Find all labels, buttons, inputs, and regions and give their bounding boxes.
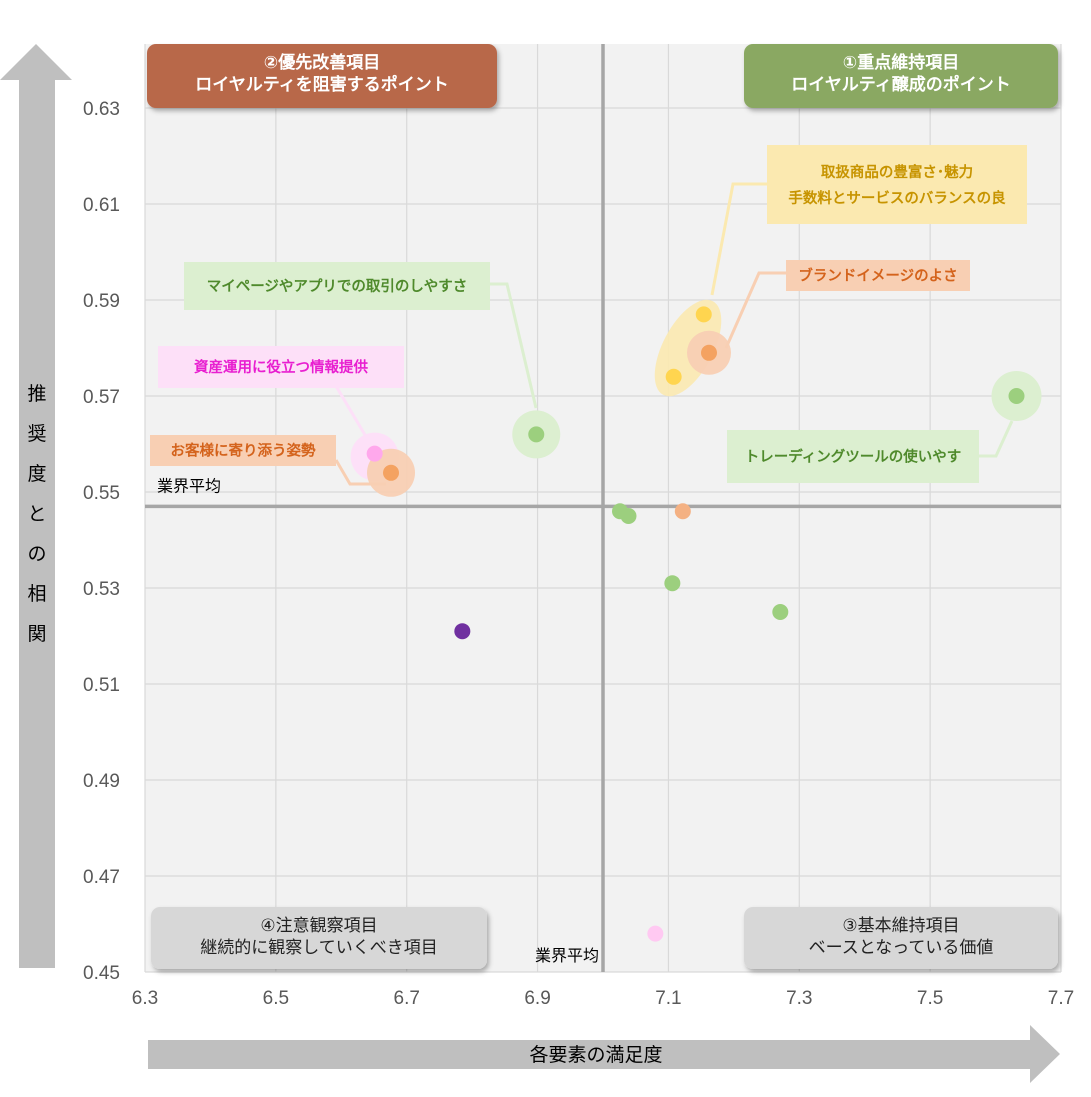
callout-3-leader <box>334 385 370 441</box>
callout-0-line2: 手数料とサービスのバランスの良 <box>788 189 1006 207</box>
y-tick-label-5: 0.53 <box>83 579 120 600</box>
y-tick-label-1: 0.61 <box>83 195 120 216</box>
quadrant-q1-subtitle: ロイヤルティ醸成のポイント <box>791 74 1010 95</box>
y-axis-title-char-3: と <box>27 503 46 525</box>
y-tick-label-3: 0.57 <box>83 387 120 408</box>
callout-3-text: 資産運用に役立つ情報提供 <box>194 358 368 376</box>
x-tick-label-0: 6.3 <box>132 988 158 1009</box>
callout-1-box <box>786 260 970 291</box>
callout-0-line1: 取扱商品の豊富さ･魅力 <box>821 163 973 181</box>
data-point-9 <box>674 503 691 520</box>
y-axis-title-char-4: の <box>27 543 46 565</box>
data-points <box>366 306 1025 942</box>
data-point-0 <box>695 306 712 323</box>
tick-labels: 6.3 6.5 6.7 6.9 7.1 7.3 7.5 7.7 0.63 0.61 0.59 0.57… <box>83 99 1074 1009</box>
callout-4-text: お客様に寄り添う姿勢 <box>171 442 316 460</box>
callout-4-box <box>150 435 336 466</box>
x-tick-label-3: 6.9 <box>524 988 550 1009</box>
data-point-8 <box>620 508 637 524</box>
x-tick-label-6: 7.5 <box>917 988 943 1009</box>
quadrant-q4-title: ④注意観察項目 <box>260 916 377 936</box>
x-tick-label-7: 7.7 <box>1048 988 1074 1009</box>
y-axis-title-char-5: 相 <box>27 583 46 605</box>
y-axis-arrow <box>0 44 72 968</box>
x-tick-label-1: 6.5 <box>263 988 289 1009</box>
data-point-1 <box>665 368 682 385</box>
quadrant-q1-box <box>744 44 1058 108</box>
x-axis-arrow <box>148 1025 1060 1083</box>
quadrant-q2-subtitle: ロイヤルティを阻害するポイント <box>195 74 448 95</box>
y-tick-label-0: 0.63 <box>83 99 120 120</box>
callout-0-box <box>767 145 1027 224</box>
callouts: 取扱商品の豊富さ･魅力手数料とサービスのバランスの良ブランドイメージのよさマイペ… <box>150 145 1027 486</box>
callout-4: お客様に寄り添う姿勢 <box>150 435 386 486</box>
x-tick-label-2: 6.7 <box>394 988 420 1009</box>
x-tick-label-5: 7.3 <box>786 988 812 1009</box>
callout-5-box <box>727 430 979 483</box>
y-tick-label-7: 0.49 <box>83 771 120 792</box>
x-average-label: 業界平均 <box>535 946 599 965</box>
x-axis-title: 各要素の満足度 <box>529 1044 662 1066</box>
callout-1-text: ブランドイメージのよさ <box>798 267 957 285</box>
y-axis-title-char-1: 奨 <box>27 423 46 445</box>
y-tick-label-9: 0.45 <box>83 963 120 984</box>
x-tick-label-4: 7.1 <box>655 988 681 1009</box>
callout-3-box <box>158 346 404 388</box>
callout-5-leader <box>979 420 1014 458</box>
data-point-5 <box>366 445 383 462</box>
quadrant-q2-box <box>147 44 497 108</box>
callout-2: マイページやアプリでの取引のしやすさ <box>184 262 538 409</box>
quadrant-q4-subtitle: 継続的に観察していくべき項目 <box>200 938 438 958</box>
data-point-13 <box>647 925 664 942</box>
callout-2-text: マイページやアプリでの取引のしやすさ <box>207 278 468 295</box>
callout-5: トレーディングツールの使いやす <box>727 420 1014 483</box>
callout-2-leader <box>490 282 538 409</box>
y-tick-label-4: 0.55 <box>83 483 120 504</box>
callout-3: 資産運用に役立つ情報提供 <box>158 346 404 441</box>
quadrant-q2-title: ②優先改善項目 <box>264 52 380 73</box>
quadrant-q4-box <box>151 907 487 969</box>
y-tick-label-8: 0.47 <box>83 867 120 888</box>
quadrant-q3-subtitle: ベースとなっている価値 <box>809 938 994 958</box>
data-point-3 <box>528 426 545 443</box>
callout-5-text: トレーディングツールの使いやす <box>745 448 961 466</box>
data-point-11 <box>772 604 789 620</box>
callout-1: ブランドイメージのよさ <box>724 260 970 349</box>
callout-2-box <box>184 262 490 310</box>
y-tick-label-2: 0.59 <box>83 291 120 312</box>
y-average-label: 業界平均 <box>157 476 221 495</box>
data-point-10 <box>664 575 681 592</box>
callout-0-leader <box>710 182 767 296</box>
y-axis-title-char-0: 推 <box>27 383 46 405</box>
y-axis-title-char-6: 関 <box>27 623 46 645</box>
data-point-2 <box>700 344 717 361</box>
data-point-12 <box>454 623 471 640</box>
quadrant-q3-title: ③基本維持項目 <box>842 916 959 936</box>
quadrant-q1-title: ①重点維持項目 <box>843 52 959 73</box>
callout-1-leader <box>724 271 786 349</box>
data-point-6 <box>383 464 400 481</box>
y-tick-label-6: 0.51 <box>83 675 120 696</box>
y-axis-title-char-2: 度 <box>27 463 46 485</box>
quadrant-q3-box <box>744 907 1058 969</box>
data-point-4 <box>1008 388 1025 404</box>
